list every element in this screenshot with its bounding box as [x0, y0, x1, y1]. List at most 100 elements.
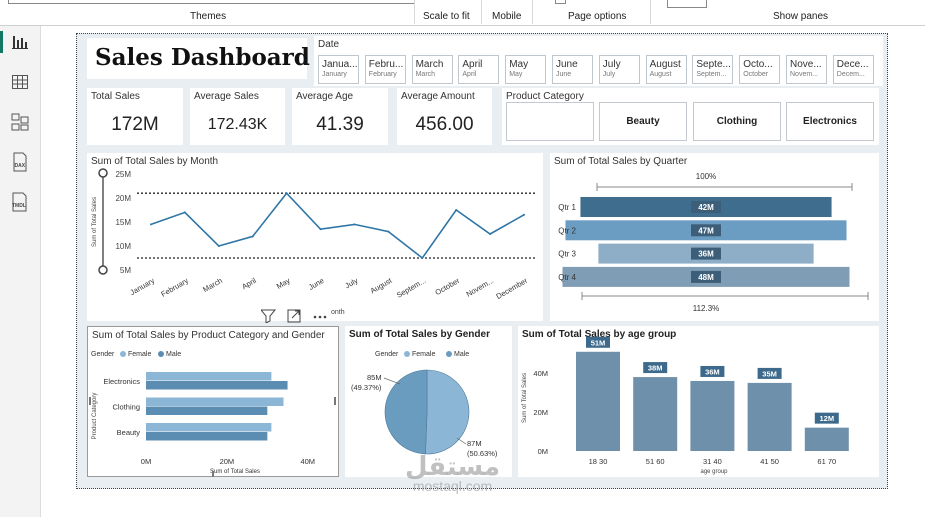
- quarter-chart: 100% Qtr 1 42M Qtr 2 47M Qtr 3 36M Qtr 4 48M 112.…: [558, 172, 869, 313]
- series-line: [150, 191, 525, 260]
- age-bar: [633, 377, 678, 451]
- x-tick-label: Septem...: [395, 276, 427, 300]
- kpi-average-age[interactable]: Average Age 41.39: [292, 88, 388, 145]
- month-button[interactable]: Septe... Septem...: [692, 55, 734, 84]
- month-button[interactable]: March March: [411, 55, 453, 84]
- dashboard-title-card[interactable]: Sales Dashboard: [87, 38, 310, 79]
- data-point: [455, 209, 458, 211]
- kpi-value: 172.43K: [207, 116, 268, 133]
- line-chart-card[interactable]: Sum of Total Sales by Month 25M 20M 15M 10M…: [87, 153, 543, 321]
- report-page: Sales Dashboard Date Janua... January Febr…: [76, 33, 888, 489]
- ribbon-mobile-layout[interactable]: Mobile: [492, 11, 522, 22]
- ribbon-page-options[interactable]: Page options: [568, 11, 627, 22]
- age-data-label-bg: [700, 365, 725, 377]
- quarter-data-label-bg: [691, 224, 721, 237]
- bar-male: [146, 432, 268, 441]
- bar-female: [146, 372, 272, 381]
- y-axis-title: Sum of Total Sales: [522, 373, 528, 423]
- resize-handle: [212, 471, 214, 477]
- category-gender-chart-card[interactable]: Sum of Total Sales by Product Category a…: [87, 326, 339, 477]
- line-chart: 25M 20M 15M 10M 5M Sum of Total Sales January F…: [92, 168, 535, 301]
- month-button[interactable]: June June: [552, 55, 593, 84]
- kpi-average-amount[interactable]: Average Amount 456.00: [397, 88, 492, 145]
- product-category-slicer[interactable]: Product Category Beauty Clothing Electro…: [502, 88, 879, 145]
- ribbon-scale-to-fit[interactable]: Scale to fit: [423, 11, 470, 22]
- date-slicer[interactable]: Date Janua... January Febru... February Marc…: [314, 36, 883, 86]
- quarter-category-label: Qtr 2: [558, 226, 576, 235]
- x-tick-label: 0M: [141, 457, 151, 466]
- month-button[interactable]: May May: [505, 55, 547, 84]
- age-chart-card[interactable]: Sum of Total Sales by age group 40M 20M 0M…: [518, 326, 879, 477]
- month-button[interactable]: Octo... October: [739, 55, 781, 84]
- category-option-blank[interactable]: [506, 102, 594, 141]
- filter-icon[interactable]: [261, 309, 277, 323]
- focus-mode-icon[interactable]: [287, 309, 301, 323]
- age-data-label: 35M: [762, 369, 777, 378]
- visual-header-partial-text: onth: [331, 309, 345, 316]
- age-bar: [747, 382, 792, 451]
- ribbon-show-panes[interactable]: Show panes: [773, 11, 829, 22]
- x-tick-label: May: [275, 276, 292, 291]
- legend-label-female: Female: [128, 351, 151, 358]
- kpi-label: Total Sales: [91, 91, 140, 102]
- age-data-label: 38M: [648, 364, 663, 373]
- y-tick-label: 15M: [115, 218, 131, 227]
- gender-pie-title: Sum of Total Sales by Gender: [349, 329, 490, 340]
- watermark: مستقل mostaql.com: [405, 453, 500, 493]
- month-sublabel: Novem...: [790, 71, 819, 78]
- lock-objects-checkbox[interactable]: [555, 0, 566, 4]
- data-point: [319, 228, 322, 231]
- month-button[interactable]: July July: [598, 55, 640, 84]
- y-tick-label: 20M: [115, 194, 131, 203]
- month-button[interactable]: August August: [645, 55, 687, 84]
- tmdl-view-button[interactable]: TMDL: [9, 191, 31, 213]
- bar-male: [146, 381, 288, 390]
- report-canvas: Sales Dashboard Date Janua... January Febr…: [41, 26, 925, 517]
- data-point: [523, 213, 525, 216]
- pie-label-male: 85M: [367, 373, 382, 382]
- kpi-label: Average Age: [296, 91, 354, 102]
- month-label: May: [509, 59, 529, 70]
- kpi-average-sales[interactable]: Average Sales 172.43K: [190, 88, 285, 145]
- month-sublabel: April: [462, 71, 477, 78]
- report-view-button[interactable]: [0, 31, 31, 53]
- age-data-label-bg: [586, 336, 610, 348]
- ribbon-top-input[interactable]: [8, 0, 415, 4]
- date-slicer-label: Date: [318, 39, 340, 50]
- visual-header: onth: [261, 309, 371, 323]
- legend-swatch-male: [446, 351, 452, 357]
- x-tick-label: 51 60: [646, 457, 665, 466]
- month-button[interactable]: Janua... January: [318, 55, 359, 84]
- legend-swatch-female: [120, 351, 126, 357]
- x-tick-label: February: [159, 276, 190, 299]
- kpi-value: 172M: [111, 114, 159, 135]
- model-view-button[interactable]: [9, 111, 31, 133]
- bar-female: [146, 423, 272, 432]
- dax-query-view-button[interactable]: DAX: [9, 151, 31, 173]
- x-tick-label: 40M: [300, 457, 315, 466]
- pie-leader-male: [383, 377, 401, 385]
- month-button[interactable]: Febru... February: [364, 55, 406, 84]
- pie-slice: [384, 369, 428, 455]
- data-point: [217, 245, 220, 247]
- category-label: Electronics: [103, 377, 140, 386]
- quarter-data-label: 47M: [698, 226, 714, 235]
- more-options-icon[interactable]: [313, 315, 327, 319]
- ribbon-group-themes[interactable]: Themes: [190, 11, 227, 22]
- watermark-text: مستقل: [405, 451, 501, 481]
- watermark-url: mostaql.com: [412, 478, 493, 494]
- month-button[interactable]: Dece... Decem...: [832, 55, 874, 84]
- gender-pie-card[interactable]: Sum of Total Sales by Gender Gender Femal…: [345, 326, 512, 477]
- category-option-clothing[interactable]: Clothing: [693, 102, 781, 141]
- svg-text:DAX: DAX: [15, 163, 26, 169]
- y-tick-label: 20M: [533, 408, 548, 417]
- category-option-electronics[interactable]: Electronics: [786, 102, 874, 141]
- ribbon-button-blank[interactable]: [667, 0, 707, 8]
- month-button[interactable]: April April: [458, 55, 500, 84]
- table-view-button[interactable]: [9, 71, 31, 93]
- quarter-chart-card[interactable]: Sum of Total Sales by Quarter 100% Qtr 1 4…: [550, 153, 879, 321]
- month-button[interactable]: Nove... Novem...: [786, 55, 827, 84]
- category-option-beauty[interactable]: Beauty: [599, 102, 687, 141]
- y-tick-label: 5M: [120, 266, 131, 275]
- kpi-total-sales[interactable]: Total Sales 172M: [87, 88, 183, 145]
